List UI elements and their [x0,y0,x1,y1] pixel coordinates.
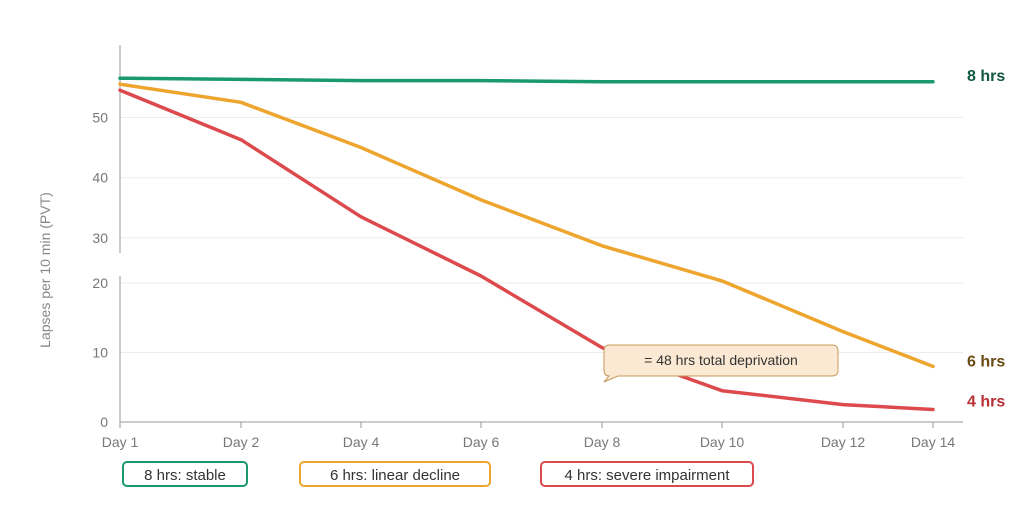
annotation-text: = 48 hrs total deprivation [644,352,798,368]
legend-label: 4 hrs: severe impairment [564,467,730,484]
end-label-4-hrs: 4 hrs [967,393,1005,410]
legend-item: 8 hrs: stable [122,461,248,487]
y-axis-label: Lapses per 10 min (PVT) [37,192,53,348]
y-tick-label: 20 [92,275,108,291]
x-tick-label: Day 1 [102,434,139,450]
x-tick-label: Day 14 [911,434,956,450]
y-tick-label: 50 [92,109,108,125]
y-tick-label: 30 [92,230,108,246]
annotation: = 48 hrs total deprivation [603,344,839,383]
end-label-8-hrs: 8 hrs [967,68,1005,85]
series-lines [118,76,935,412]
series-line-8-hrs [118,76,935,84]
annotation-callout [603,344,839,383]
x-tick-label: Day 12 [821,434,866,450]
legend-swatch-box [299,461,491,487]
legend-label: 8 hrs: stable [144,467,226,484]
series-line-4-hrs [118,88,935,412]
end-labels: 8 hrs 6 hrs 4 hrs [967,68,1005,411]
legend-item: 4 hrs: severe impairment [540,461,754,487]
x-tick-label: Day 8 [584,434,621,450]
legend-item: 6 hrs: linear decline [299,461,491,487]
end-label-6-hrs: 6 hrs [967,353,1005,370]
y-tick-label: 0 [100,414,108,430]
legend-label: 6 hrs: linear decline [330,467,460,484]
legend: 8 hrs: stable 6 hrs: linear decline 4 hrs:… [122,461,754,487]
legend-swatch-box [540,461,754,487]
series-line-6-hrs [118,82,935,369]
x-tick-label: Day 2 [223,434,260,450]
x-tick-label: Day 6 [463,434,500,450]
y-tick-label: 10 [92,344,108,360]
axes: 30 40 50 0 10 20 Day 1 Day 2 Day 4 Day 6 Day 8 Day … [92,45,963,450]
y-tick-label: 40 [92,170,108,186]
legend-swatch-box [122,461,248,487]
gridlines [120,116,963,353]
x-tick-label: Day 4 [343,434,380,450]
x-tick-label: Day 10 [700,434,745,450]
